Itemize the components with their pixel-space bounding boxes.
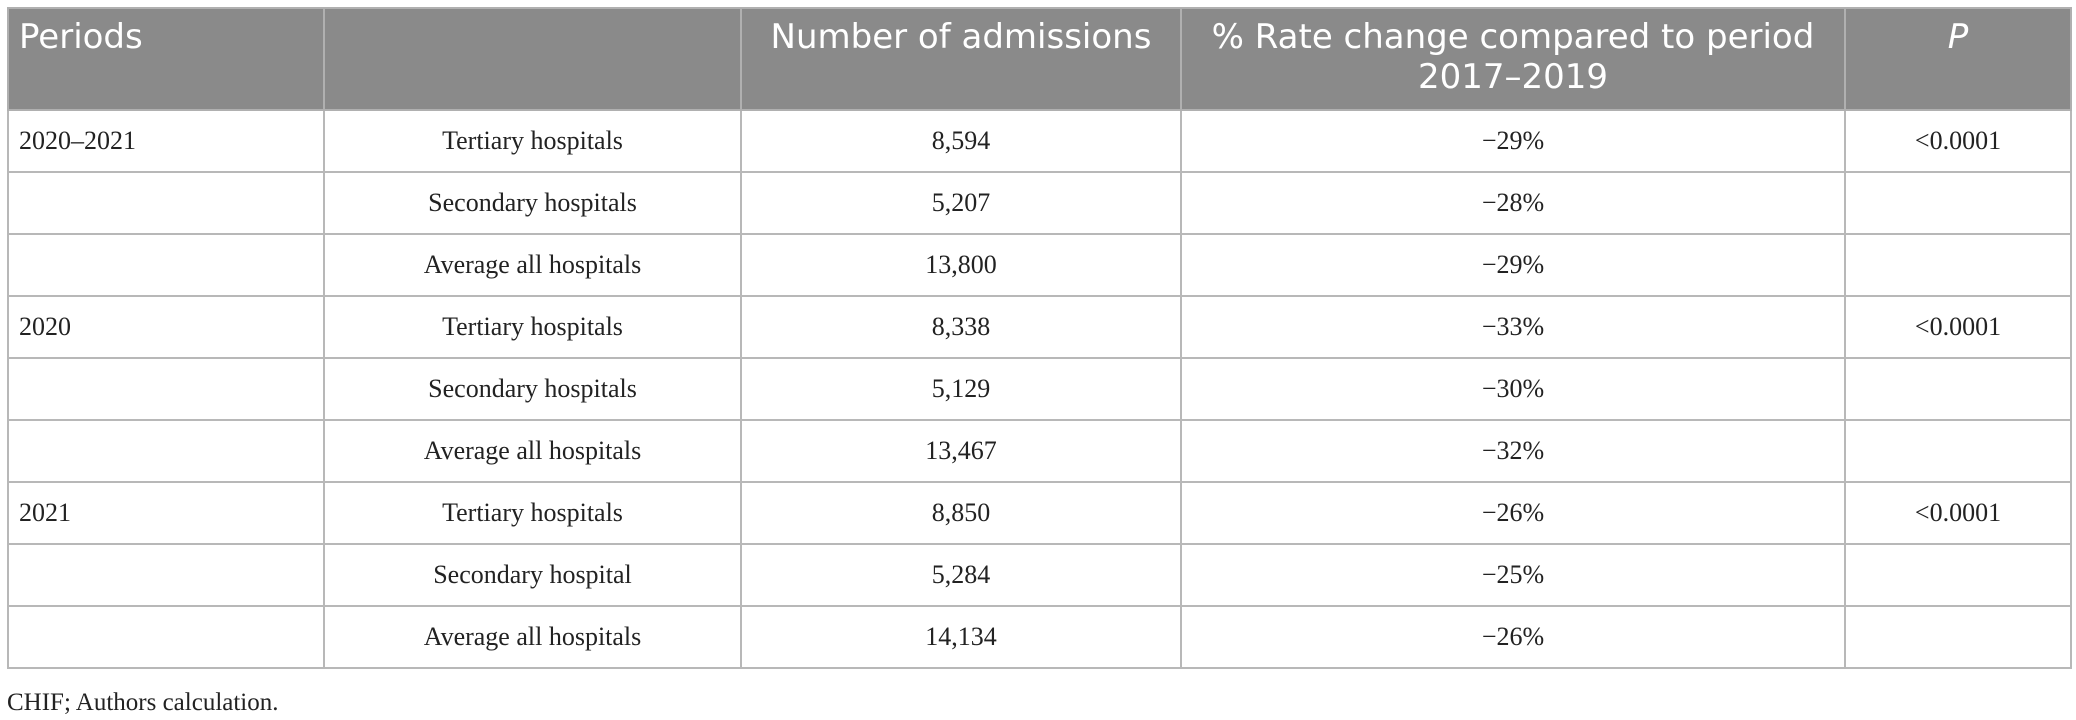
cell-p-value: <0.0001 [1844,295,2072,359]
cell-admissions: 13,800 [740,233,1182,297]
cell-hospital-type: Tertiary hospitals [323,295,742,359]
table-row: 2020–2021 Tertiary hospitals 8,594 −29% … [7,109,2072,173]
cell-period [7,605,325,669]
cell-period [7,357,325,421]
table-row: 2021 Tertiary hospitals 8,850 −26% <0.00… [7,481,2072,545]
cell-hospital-type: Secondary hospital [323,543,742,607]
cell-period: 2021 [7,481,325,545]
cell-rate-change: −29% [1180,233,1846,297]
table-row: Secondary hospitals 5,207 −28% [7,171,2072,235]
cell-period [7,419,325,483]
cell-period: 2020–2021 [7,109,325,173]
cell-admissions: 8,594 [740,109,1182,173]
cell-admissions: 14,134 [740,605,1182,669]
cell-p-value [1844,419,2072,483]
table-row: 2020 Tertiary hospitals 8,338 −33% <0.00… [7,295,2072,359]
cell-rate-change: −26% [1180,605,1846,669]
admissions-table: Periods Number of admissions % Rate chan… [7,7,2072,669]
cell-p-value [1844,171,2072,235]
table-row: Secondary hospitals 5,129 −30% [7,357,2072,421]
header-hospital-type [323,7,742,111]
cell-rate-change: −26% [1180,481,1846,545]
cell-hospital-type: Average all hospitals [323,419,742,483]
header-number-of-admissions: Number of admissions [740,7,1182,111]
cell-rate-change: −30% [1180,357,1846,421]
cell-hospital-type: Tertiary hospitals [323,109,742,173]
cell-p-value [1844,233,2072,297]
table-row: Average all hospitals 13,800 −29% [7,233,2072,297]
cell-admissions: 5,284 [740,543,1182,607]
table-row: Average all hospitals 14,134 −26% [7,605,2072,669]
cell-period [7,233,325,297]
cell-period [7,171,325,235]
cell-p-value: <0.0001 [1844,109,2072,173]
table-header-row: Periods Number of admissions % Rate chan… [7,7,2072,111]
cell-admissions: 8,338 [740,295,1182,359]
table-row: Average all hospitals 13,467 −32% [7,419,2072,483]
cell-period [7,543,325,607]
cell-hospital-type: Average all hospitals [323,233,742,297]
header-rate-change: % Rate change compared to period 2017–20… [1180,7,1846,111]
cell-rate-change: −29% [1180,109,1846,173]
cell-rate-change: −25% [1180,543,1846,607]
cell-rate-change: −28% [1180,171,1846,235]
cell-rate-change: −33% [1180,295,1846,359]
cell-hospital-type: Secondary hospitals [323,171,742,235]
cell-hospital-type: Average all hospitals [323,605,742,669]
admissions-table-container: Periods Number of admissions % Rate chan… [7,7,2072,669]
cell-p-value [1844,357,2072,421]
cell-period: 2020 [7,295,325,359]
header-periods: Periods [7,7,325,111]
cell-p-value [1844,605,2072,669]
cell-p-value: <0.0001 [1844,481,2072,545]
cell-admissions: 8,850 [740,481,1182,545]
header-p-value: P [1844,7,2072,111]
cell-hospital-type: Secondary hospitals [323,357,742,421]
cell-admissions: 13,467 [740,419,1182,483]
cell-admissions: 5,207 [740,171,1182,235]
cell-admissions: 5,129 [740,357,1182,421]
cell-p-value [1844,543,2072,607]
cell-hospital-type: Tertiary hospitals [323,481,742,545]
table-footnote: CHIF; Authors calculation. [7,689,279,716]
cell-rate-change: −32% [1180,419,1846,483]
table-row: Secondary hospital 5,284 −25% [7,543,2072,607]
